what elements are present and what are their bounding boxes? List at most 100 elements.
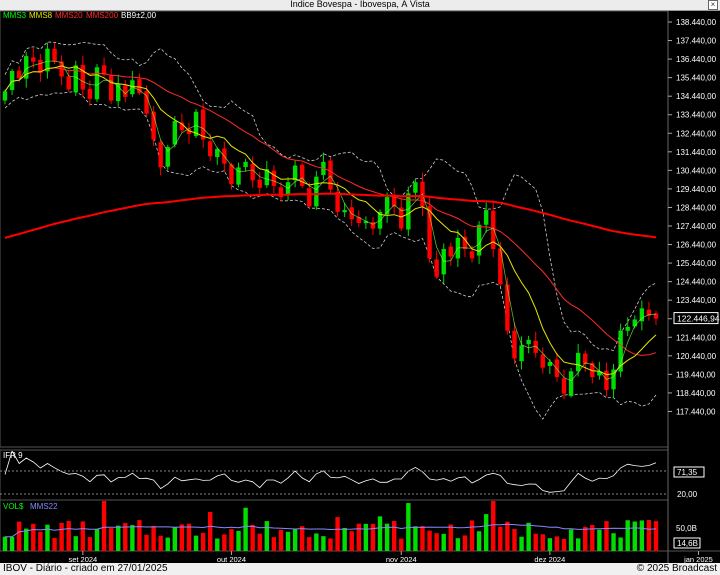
volume-bar bbox=[200, 532, 206, 551]
volume-bar bbox=[193, 535, 199, 551]
volume-bar bbox=[222, 534, 227, 551]
volume-bar bbox=[554, 536, 560, 551]
volume-bar bbox=[314, 533, 319, 551]
candle-body bbox=[512, 330, 517, 359]
volume-bar bbox=[505, 521, 510, 551]
x-tick-label: out 2024 bbox=[217, 555, 246, 563]
candle-body bbox=[158, 142, 163, 168]
volume-bar bbox=[250, 524, 255, 551]
legend-bb: BB9±2,00 bbox=[121, 11, 157, 20]
rsi-label: IFR 9 bbox=[3, 451, 23, 460]
volume-bar bbox=[625, 520, 630, 551]
candle-body bbox=[2, 91, 8, 101]
y-tick-label: 124.440,00 bbox=[676, 278, 717, 287]
volume-bar bbox=[179, 524, 185, 551]
volume-bar bbox=[547, 538, 553, 551]
moving-averages bbox=[4, 60, 657, 382]
volume-bar bbox=[215, 538, 220, 551]
candle-body bbox=[597, 371, 602, 376]
volume-bar bbox=[52, 537, 57, 551]
volume-bars bbox=[2, 501, 659, 551]
volume-bar bbox=[165, 537, 170, 551]
volume-bar bbox=[575, 538, 581, 551]
y-tick-label: 135.440,00 bbox=[676, 74, 717, 83]
volume-bar bbox=[300, 526, 305, 551]
volume-bar bbox=[271, 537, 277, 551]
candle-body bbox=[653, 313, 659, 319]
x-tick-label: dez 2024 bbox=[534, 555, 565, 563]
volume-bar bbox=[80, 521, 86, 551]
candle-body bbox=[264, 169, 270, 186]
candle-body bbox=[300, 164, 305, 186]
candle-body bbox=[243, 161, 248, 168]
volume-bar bbox=[116, 525, 121, 551]
volume-bar bbox=[94, 528, 100, 551]
candle-body bbox=[335, 191, 340, 212]
bollinger-bands bbox=[4, 41, 657, 420]
volume-bar bbox=[38, 531, 43, 551]
volume-bar bbox=[342, 527, 347, 551]
candle-body bbox=[519, 345, 524, 362]
candle-body bbox=[172, 121, 178, 145]
volume-bar bbox=[130, 525, 135, 551]
volume-bar bbox=[583, 526, 588, 551]
y-tick-label: 136.440,00 bbox=[676, 55, 717, 64]
volume-bar bbox=[476, 531, 482, 551]
volume-bar bbox=[455, 538, 461, 551]
candle-body bbox=[427, 206, 432, 259]
candle-body bbox=[101, 65, 107, 75]
volume-bar bbox=[384, 523, 390, 551]
volume-bar bbox=[356, 523, 361, 551]
volume-bar bbox=[59, 522, 64, 551]
mms3-line bbox=[4, 60, 657, 382]
candle-body bbox=[568, 371, 574, 396]
candle-body bbox=[356, 217, 361, 224]
legend-mms20: MMS20 bbox=[55, 11, 83, 20]
volume-panel bbox=[0, 499, 669, 552]
rsi-level-bottom: 20,00 bbox=[677, 490, 698, 499]
volume-bar bbox=[399, 538, 404, 551]
volume-last-label: 14,6B bbox=[677, 539, 698, 548]
candle-body bbox=[611, 369, 616, 390]
candle-body bbox=[314, 176, 319, 207]
volume-bar bbox=[45, 524, 50, 551]
volume-bar bbox=[533, 533, 538, 551]
close-icon[interactable]: × bbox=[708, 0, 718, 10]
candle-body bbox=[151, 111, 156, 140]
volume-bar bbox=[73, 536, 78, 551]
candle-body bbox=[469, 251, 475, 259]
candle-body bbox=[144, 91, 149, 114]
candle-body bbox=[483, 210, 489, 225]
y-tick-label: 119.440,00 bbox=[676, 370, 716, 379]
candle-body bbox=[73, 65, 78, 93]
candle-body bbox=[618, 330, 623, 372]
y-axis-ticks: 138.440,00 137.440,00 136.440,00 135.440,00… bbox=[668, 18, 717, 416]
volume-bar bbox=[469, 520, 475, 551]
candle-body bbox=[271, 170, 277, 186]
candle-body bbox=[625, 326, 630, 331]
volume-bar bbox=[236, 530, 241, 551]
y-tick-label: 118.440,00 bbox=[676, 389, 716, 398]
rsi-path bbox=[4, 451, 657, 493]
candle-body bbox=[215, 148, 220, 158]
volume-bar bbox=[101, 501, 107, 551]
y-tick-label: 130.440,00 bbox=[676, 166, 717, 175]
candle-body bbox=[66, 76, 71, 90]
volume-bar bbox=[87, 537, 93, 551]
candle-body bbox=[547, 362, 553, 366]
candle-body bbox=[533, 340, 538, 353]
candle-body bbox=[257, 179, 262, 188]
volume-bar bbox=[321, 536, 326, 551]
x-tick-label: set 2024 bbox=[68, 555, 97, 563]
volume-bar bbox=[9, 536, 15, 551]
volume-bar bbox=[391, 521, 397, 551]
volume-bar bbox=[172, 526, 178, 551]
candle-body bbox=[200, 109, 206, 140]
candle-body bbox=[250, 163, 255, 181]
candle-body bbox=[229, 164, 234, 185]
candle-body bbox=[391, 194, 397, 207]
volume-bar bbox=[31, 523, 36, 551]
candle-body bbox=[236, 167, 241, 185]
volume-bar bbox=[462, 535, 468, 551]
candle-body bbox=[186, 128, 192, 135]
